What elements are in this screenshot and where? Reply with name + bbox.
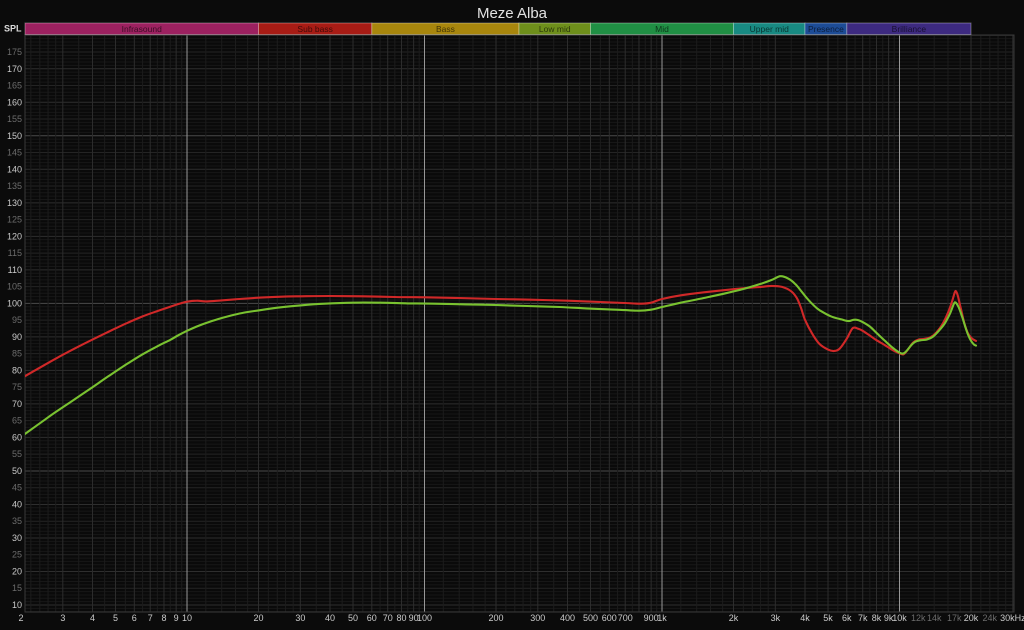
x-tick-label: 30 bbox=[295, 613, 305, 623]
y-tick-label: 145 bbox=[7, 148, 22, 158]
x-tick-label: 900 bbox=[644, 613, 659, 623]
y-tick-label: 125 bbox=[7, 215, 22, 225]
x-tick-label: 500 bbox=[583, 613, 598, 623]
x-tick-label: 40 bbox=[325, 613, 335, 623]
y-tick-label: 65 bbox=[12, 416, 22, 426]
x-tick-label: 9k bbox=[884, 613, 894, 623]
x-tick-label: 30kHz bbox=[1000, 613, 1024, 623]
fr-trace-green[interactable] bbox=[21, 275, 978, 437]
band-brilliance bbox=[846, 22, 972, 35]
y-tick-label: 10 bbox=[12, 600, 22, 610]
x-tick-label: 90 bbox=[409, 613, 419, 623]
x-tick-label: 8k bbox=[872, 613, 882, 623]
x-tick-label: 1k bbox=[657, 613, 667, 623]
x-tick-label: 2k bbox=[729, 613, 739, 623]
y-tick-label: 60 bbox=[12, 432, 22, 442]
x-tick-label: 14k bbox=[927, 613, 942, 623]
x-tick-label: 2 bbox=[18, 613, 23, 623]
x-tick-label: 12k bbox=[911, 613, 926, 623]
x-tick-label: 200 bbox=[488, 613, 503, 623]
x-tick-label: 5k bbox=[823, 613, 833, 623]
x-tick-label: 7k bbox=[858, 613, 868, 623]
band-sub-bass-label: Sub bass bbox=[297, 24, 332, 34]
band-mid-label: Mid bbox=[655, 24, 669, 34]
x-tick-label: 6 bbox=[132, 613, 137, 623]
y-tick-label: 85 bbox=[12, 349, 22, 359]
x-tick-label: 100 bbox=[417, 613, 432, 623]
chart-title: Meze Alba bbox=[477, 5, 548, 22]
plot-border bbox=[24, 34, 1015, 613]
band-low-mid-label: Low mid bbox=[539, 24, 571, 34]
y-tick-label: 50 bbox=[12, 466, 22, 476]
band-bass-label: Bass bbox=[436, 24, 455, 34]
x-tick-label: 7 bbox=[148, 613, 153, 623]
y-axis-title: SPL bbox=[4, 24, 22, 34]
y-tick-label: 40 bbox=[12, 499, 22, 509]
y-tick-label: 90 bbox=[12, 332, 22, 342]
y-tick-label: 115 bbox=[8, 248, 22, 258]
x-tick-label: 600 bbox=[602, 613, 617, 623]
x-tick-label: 60 bbox=[367, 613, 377, 623]
x-tick-label: 10k bbox=[892, 613, 907, 623]
x-tick-label: 20k bbox=[964, 613, 979, 623]
y-tick-label: 105 bbox=[7, 282, 22, 292]
y-tick-label: 45 bbox=[12, 483, 22, 493]
y-tick-label: 160 bbox=[7, 97, 22, 107]
y-tick-label: 110 bbox=[8, 265, 22, 275]
x-tick-label: 400 bbox=[560, 613, 575, 623]
x-tick-label: 70 bbox=[383, 613, 393, 623]
x-tick-label: 20 bbox=[253, 613, 263, 623]
y-tick-label: 80 bbox=[12, 365, 22, 375]
x-tick-label: 9 bbox=[174, 613, 179, 623]
y-tick-label: 15 bbox=[12, 583, 22, 593]
y-tick-label: 95 bbox=[12, 315, 22, 325]
x-tick-label: 10 bbox=[182, 613, 192, 623]
x-tick-label: 4k bbox=[800, 613, 810, 623]
x-tick-label: 17k bbox=[947, 613, 962, 623]
band-infrasound-label: Infrasound bbox=[122, 24, 162, 34]
y-tick-label: 120 bbox=[7, 231, 22, 241]
x-tick-label: 5 bbox=[113, 613, 118, 623]
y-tick-label: 30 bbox=[12, 533, 22, 543]
y-tick-label: 130 bbox=[7, 198, 22, 208]
x-tick-label: 24k bbox=[983, 613, 998, 623]
y-tick-label: 175 bbox=[7, 47, 22, 57]
y-tick-label: 55 bbox=[12, 449, 22, 459]
band-presence-label: Presence bbox=[808, 24, 844, 34]
x-tick-label: 300 bbox=[530, 613, 545, 623]
y-tick-label: 20 bbox=[12, 566, 22, 576]
x-tick-label: 6k bbox=[842, 613, 852, 623]
x-tick-label: 700 bbox=[618, 613, 633, 623]
x-tick-label: 80 bbox=[396, 613, 406, 623]
band-brilliance-label: Brilliance bbox=[892, 24, 927, 34]
y-tick-label: 150 bbox=[7, 131, 22, 141]
y-tick-label: 100 bbox=[7, 298, 22, 308]
x-tick-label: 8 bbox=[161, 613, 166, 623]
y-tick-label: 165 bbox=[7, 81, 22, 91]
y-tick-label: 25 bbox=[12, 550, 22, 560]
y-tick-label: 70 bbox=[12, 399, 22, 409]
y-tick-label: 75 bbox=[12, 382, 22, 392]
y-tick-label: 155 bbox=[7, 114, 22, 124]
x-tick-label: 3k bbox=[771, 613, 781, 623]
band-upper-mid-label: Upper mid bbox=[750, 24, 789, 34]
y-tick-label: 170 bbox=[7, 64, 22, 74]
x-tick-label: 50 bbox=[348, 613, 358, 623]
y-tick-label: 140 bbox=[7, 164, 22, 174]
x-tick-label: 3 bbox=[60, 613, 65, 623]
y-tick-label: 35 bbox=[12, 516, 22, 526]
x-tick-label: 4 bbox=[90, 613, 95, 623]
y-tick-label: 135 bbox=[7, 181, 22, 191]
